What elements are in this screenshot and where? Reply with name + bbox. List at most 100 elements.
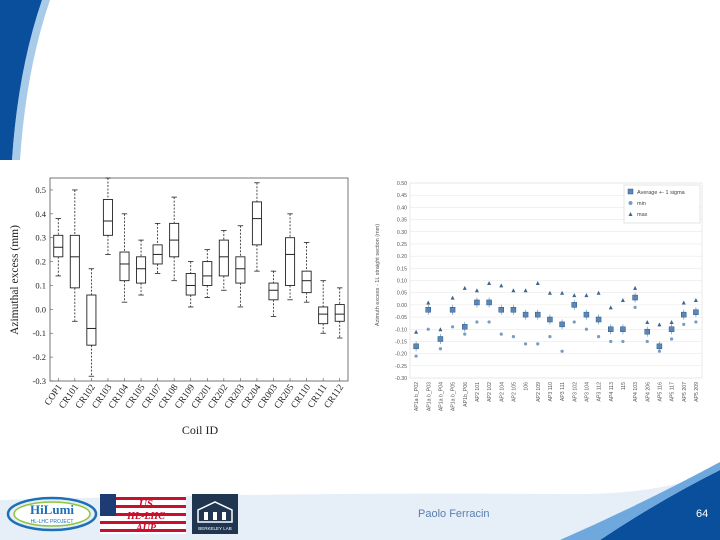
point-group-3 — [449, 295, 456, 329]
point-group-9 — [522, 288, 529, 346]
x-tick-label: AP4 206 — [645, 382, 651, 402]
max-marker — [414, 329, 419, 334]
point-group-17 — [620, 298, 626, 344]
box-cr205 — [285, 213, 296, 301]
legend-max-label: max — [637, 212, 648, 218]
y-tick-label: 0.2 — [35, 257, 46, 267]
box-cr203 — [235, 225, 246, 308]
x-tick-label: AP3 102 — [572, 382, 578, 402]
max-marker — [474, 288, 479, 293]
max-marker — [693, 298, 698, 302]
max-marker — [426, 300, 431, 305]
y-tick-label: 0.30 — [397, 230, 407, 236]
y-tick-label: -0.2 — [33, 352, 46, 362]
x-tick-label: 106 — [524, 382, 530, 391]
point-group-13 — [571, 293, 577, 324]
x-tick-label: AP2 105 — [511, 382, 517, 402]
average-marker — [474, 299, 480, 306]
x-tick-label: AP3 112 — [597, 382, 603, 402]
max-marker — [572, 293, 577, 298]
min-marker — [475, 320, 479, 324]
min-marker — [536, 342, 540, 346]
plot-frame — [49, 177, 349, 382]
y-tick-label: 0.4 — [35, 209, 46, 219]
box-cr101 — [69, 189, 80, 322]
y-tick-label: -0.30 — [395, 376, 407, 382]
min-marker — [560, 349, 564, 353]
average-marker — [486, 299, 492, 306]
box-cr111 — [318, 280, 329, 334]
x-tick-label: AP3 111 — [560, 382, 566, 401]
x-tick-label: AP1a b_P05 — [451, 382, 457, 411]
max-marker — [645, 319, 650, 324]
average-marker — [413, 343, 419, 350]
max-marker — [681, 300, 686, 305]
point-group-16 — [608, 305, 614, 344]
box-cr105 — [136, 239, 147, 296]
max-marker — [620, 298, 625, 302]
point-group-15 — [595, 290, 602, 339]
min-marker — [523, 342, 528, 346]
y-tick-label: 0.3 — [35, 233, 46, 243]
box-iqr — [185, 273, 196, 296]
min-marker — [694, 320, 698, 324]
legend-box — [623, 184, 701, 224]
y-tick-label: 0.35 — [397, 218, 407, 224]
point-group-14 — [583, 293, 590, 331]
min-marker — [584, 327, 589, 331]
y-tick-label: -0.3 — [33, 376, 46, 386]
min-marker — [499, 332, 503, 336]
top-left-swoosh-highlight — [12, 0, 50, 160]
box-cr112 — [334, 287, 345, 339]
average-marker — [522, 311, 529, 318]
x-tick-label: AP4 113 — [609, 382, 615, 402]
max-marker — [560, 290, 565, 295]
average-marker — [559, 321, 565, 328]
min-marker — [596, 334, 601, 339]
min-marker — [657, 349, 662, 353]
average-marker — [535, 311, 541, 318]
box-iqr — [235, 256, 246, 284]
average-marker — [595, 316, 602, 323]
y-tick-label: 0.20 — [397, 254, 407, 260]
box-iqr — [86, 294, 97, 346]
min-marker — [572, 320, 576, 324]
box-cr104 — [119, 213, 130, 303]
max-marker — [438, 327, 443, 332]
box-iqr — [268, 282, 279, 301]
x-tick-label: AP2 109 — [536, 382, 542, 402]
legend: Average +- 1 sigma min max — [623, 184, 701, 224]
legend-min-marker — [628, 201, 633, 205]
point-group-19 — [644, 319, 650, 344]
average-marker — [583, 311, 590, 318]
lbl-wordmark: BERKELEY LAB — [198, 526, 231, 531]
box-cr201 — [202, 249, 213, 298]
average-marker — [449, 307, 456, 313]
max-marker — [633, 285, 638, 290]
point-group-23 — [693, 298, 699, 324]
average-marker — [425, 307, 431, 313]
max-marker — [669, 319, 674, 324]
y-tick-label: -0.25 — [395, 364, 407, 370]
x-tick-label: AP5 207 — [682, 382, 688, 402]
x-tick-label: AP1a b_P02 — [414, 382, 420, 411]
box-iqr — [334, 304, 345, 322]
min-marker — [621, 339, 625, 344]
x-tick-label: AP5 117 — [670, 382, 676, 402]
point-group-11 — [547, 290, 553, 339]
y-tick-label: 0.15 — [397, 266, 407, 272]
point-group-6 — [486, 280, 492, 324]
point-group-4 — [462, 285, 468, 336]
box-cr109 — [185, 261, 196, 308]
max-marker — [523, 288, 528, 293]
max-marker — [596, 290, 601, 295]
bottom-right-swoosh — [600, 470, 720, 540]
box-cop1 — [53, 218, 64, 277]
box-cr204 — [251, 182, 262, 272]
box-cr107 — [152, 222, 163, 274]
point-group-0 — [413, 329, 419, 358]
min-marker — [438, 347, 443, 351]
hilumi-logo: HiLumi HL-LHC PROJECT — [6, 496, 98, 532]
max-marker — [657, 322, 662, 327]
max-marker — [511, 288, 516, 293]
